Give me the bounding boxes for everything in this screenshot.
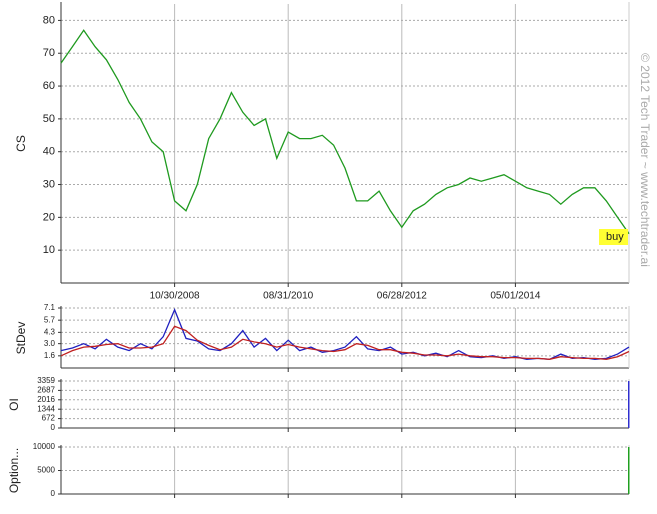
y-axis-label: Option...: [7, 448, 21, 493]
y-tick-label: 10: [43, 244, 55, 256]
y-tick-label: 4.3: [44, 327, 56, 336]
buy-box: [599, 229, 628, 245]
y-tick-label: 2016: [37, 395, 55, 404]
y-tick-label: 3359: [37, 376, 55, 385]
y-tick-label: 5000: [37, 466, 55, 475]
y-tick-label: 672: [42, 414, 56, 423]
bar: [628, 381, 630, 428]
watermark: © 2012 Tech Trader ~ www.techtrader.ai: [638, 53, 652, 267]
y-tick-label: 20: [43, 211, 55, 223]
y-tick-label: 2687: [37, 386, 55, 395]
series-line: [60, 325, 630, 360]
y-tick-label: 7.1: [44, 303, 56, 312]
y-axis-label: OI: [7, 398, 21, 411]
bar: [628, 447, 630, 494]
y-tick-label: 30: [43, 178, 55, 190]
y-tick-label: 0: [51, 489, 56, 498]
y-tick-label: 50: [43, 113, 55, 125]
y-axis-label: CS: [14, 135, 28, 152]
series-line: [60, 29, 630, 235]
x-tick-label: 10/30/2008: [150, 291, 200, 302]
y-tick-label: 3.0: [44, 339, 56, 348]
series-line: [60, 307, 630, 360]
y-tick-label: 0: [51, 423, 56, 432]
y-tick-label: 1.6: [44, 351, 56, 360]
x-tick-label: 05/01/2014: [490, 291, 540, 302]
y-tick-label: 60: [43, 80, 55, 92]
y-tick-label: 40: [43, 146, 55, 158]
y-axis-label: StDev: [14, 322, 28, 355]
y-tick-label: 1344: [37, 404, 55, 413]
y-tick-label: 80: [43, 14, 55, 26]
x-tick-label: 08/31/2010: [263, 291, 313, 302]
x-tick-label: 06/28/2012: [377, 291, 427, 302]
y-tick-label: 70: [43, 47, 55, 59]
annotation: buy: [606, 231, 624, 243]
y-tick-label: 10000: [33, 442, 56, 451]
y-tick-label: 5.7: [44, 315, 56, 324]
